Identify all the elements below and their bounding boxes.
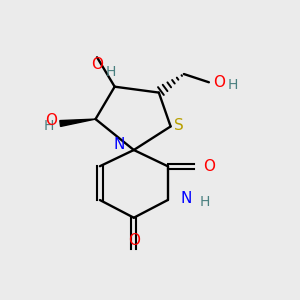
Text: N: N (114, 137, 125, 152)
Text: O: O (128, 233, 140, 248)
Text: S: S (174, 118, 183, 134)
Text: N: N (181, 191, 192, 206)
Text: O: O (204, 159, 216, 174)
Text: O: O (45, 113, 57, 128)
Text: H: H (105, 65, 116, 79)
Text: O: O (91, 57, 103, 72)
Text: O: O (213, 75, 225, 90)
Text: H: H (227, 78, 238, 92)
Text: H: H (200, 195, 210, 209)
Polygon shape (60, 119, 95, 126)
Text: H: H (44, 119, 54, 133)
